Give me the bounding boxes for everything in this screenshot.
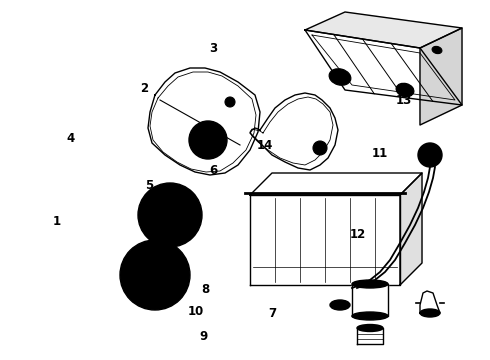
- Ellipse shape: [334, 302, 346, 308]
- Text: 8: 8: [202, 283, 210, 296]
- Text: 13: 13: [396, 94, 413, 107]
- Ellipse shape: [396, 83, 414, 97]
- Ellipse shape: [352, 312, 388, 320]
- Polygon shape: [420, 291, 440, 313]
- Circle shape: [129, 249, 181, 301]
- Ellipse shape: [330, 300, 350, 310]
- Polygon shape: [352, 284, 388, 316]
- Text: 4: 4: [67, 132, 75, 145]
- Polygon shape: [400, 173, 422, 285]
- Circle shape: [146, 191, 194, 239]
- Ellipse shape: [195, 127, 221, 153]
- Ellipse shape: [420, 309, 440, 317]
- Ellipse shape: [400, 86, 410, 94]
- Text: 9: 9: [199, 330, 207, 343]
- Ellipse shape: [432, 46, 442, 54]
- Polygon shape: [250, 93, 338, 170]
- Text: 7: 7: [268, 307, 276, 320]
- Ellipse shape: [352, 280, 388, 288]
- Circle shape: [156, 201, 184, 229]
- Text: 14: 14: [256, 139, 273, 152]
- Circle shape: [138, 183, 202, 247]
- Polygon shape: [305, 12, 462, 48]
- Circle shape: [424, 149, 436, 161]
- Polygon shape: [250, 195, 400, 285]
- Text: 11: 11: [371, 147, 388, 159]
- Circle shape: [120, 240, 190, 310]
- Polygon shape: [357, 328, 383, 344]
- Ellipse shape: [201, 133, 215, 147]
- Polygon shape: [148, 68, 260, 175]
- Ellipse shape: [357, 324, 383, 332]
- Ellipse shape: [225, 97, 235, 107]
- Polygon shape: [250, 173, 422, 195]
- Polygon shape: [305, 30, 462, 105]
- Ellipse shape: [189, 121, 227, 159]
- Circle shape: [418, 143, 442, 167]
- Text: 1: 1: [52, 215, 60, 228]
- Ellipse shape: [313, 141, 327, 155]
- Text: 12: 12: [349, 228, 366, 240]
- Ellipse shape: [329, 69, 351, 85]
- Circle shape: [140, 260, 170, 290]
- Text: 2: 2: [141, 82, 148, 95]
- Ellipse shape: [316, 144, 324, 152]
- Text: 3: 3: [209, 42, 217, 55]
- Polygon shape: [420, 28, 462, 125]
- Circle shape: [148, 268, 162, 282]
- Text: 10: 10: [188, 305, 204, 318]
- Text: 6: 6: [209, 165, 217, 177]
- Ellipse shape: [334, 72, 346, 82]
- Text: 5: 5: [146, 179, 153, 192]
